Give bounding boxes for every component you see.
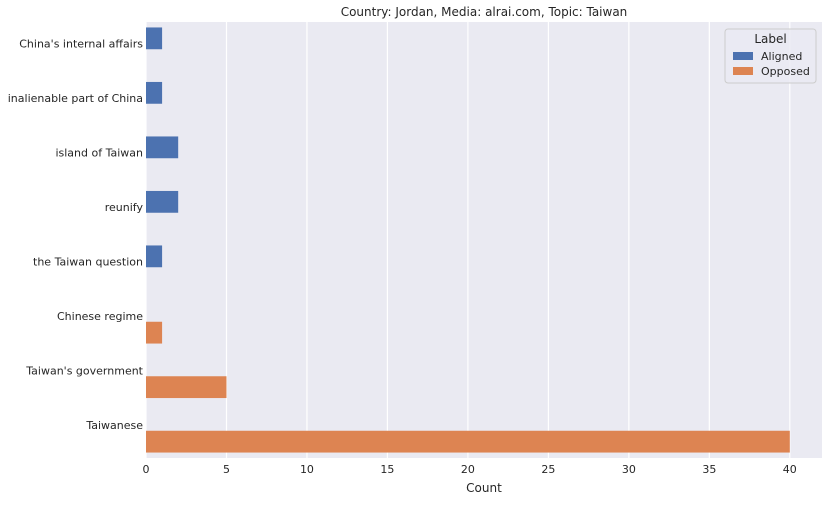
legend-label-opposed: Opposed: [761, 65, 810, 78]
x-tick-label-8: 40: [783, 463, 797, 476]
y-tick-label-1: inalienable part of China: [8, 92, 143, 105]
chart-title: Country: Jordan, Media: alrai.com, Topic…: [341, 5, 628, 19]
x-tick-label-5: 25: [541, 463, 555, 476]
y-tick-label-3: reunify: [105, 201, 144, 214]
bar-aligned-4: [146, 245, 163, 268]
legend-swatch-opposed: [733, 67, 753, 75]
bar-aligned-2: [146, 136, 179, 159]
y-tick-label-6: Taiwan's government: [25, 364, 143, 377]
legend-title: Label: [754, 32, 786, 46]
bar-aligned-3: [146, 190, 179, 213]
y-axis: China's internal affairs inalienable part…: [8, 37, 144, 432]
x-tick-label-0: 0: [143, 463, 150, 476]
x-tick-label-6: 30: [622, 463, 636, 476]
legend: Label Aligned Opposed: [724, 28, 817, 84]
bar-aligned-0: [146, 27, 163, 50]
bar-opposed-5: [146, 321, 163, 344]
x-tick-label-3: 15: [380, 463, 394, 476]
x-axis: 0 5 10 15 20 25 30 35 40: [143, 463, 797, 476]
y-tick-label-0: China's internal affairs: [19, 37, 143, 50]
x-tick-label-4: 20: [461, 463, 475, 476]
bar-aligned-1: [146, 81, 163, 104]
bars: [146, 27, 790, 453]
x-tick-label-2: 10: [300, 463, 314, 476]
x-tick-label-7: 35: [702, 463, 716, 476]
x-axis-label: Count: [466, 481, 502, 495]
bar-opposed-6: [146, 376, 227, 399]
y-tick-label-4: the Taiwan question: [33, 255, 143, 268]
grid-lines: [145, 22, 791, 458]
plot-area: [146, 22, 822, 458]
legend-swatch-aligned: [733, 52, 753, 60]
legend-label-aligned: Aligned: [761, 50, 802, 63]
y-tick-label-2: island of Taiwan: [55, 146, 143, 159]
y-tick-label-5: Chinese regime: [57, 310, 143, 323]
y-tick-label-7: Taiwanese: [85, 419, 143, 432]
bar-opposed-7: [146, 430, 790, 453]
legend-items: Aligned Opposed: [733, 50, 810, 78]
x-tick-label-1: 5: [223, 463, 230, 476]
